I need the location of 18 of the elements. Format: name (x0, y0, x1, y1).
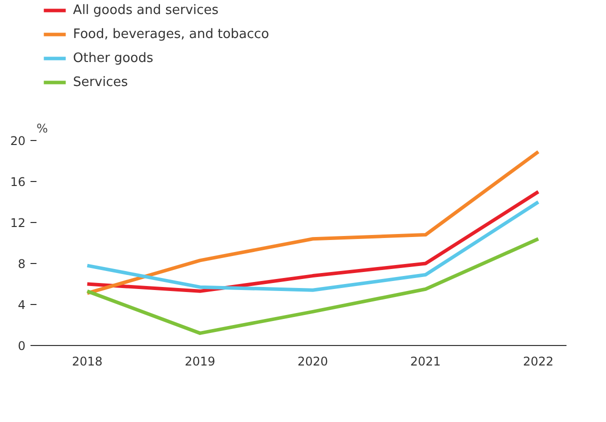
y-tick-label: 8 (18, 257, 26, 271)
x-tick-label: 2018 (72, 354, 103, 368)
x-tick-label: 2021 (410, 354, 441, 368)
x-tick-label: 2019 (184, 354, 216, 368)
x-tick-label: 2022 (523, 354, 554, 368)
legend-label: All goods and services (73, 3, 219, 18)
line-series (85, 150, 540, 295)
y-tick-label: 0 (18, 339, 26, 353)
x-tick-label: 2020 (298, 354, 328, 368)
line-series (85, 237, 540, 335)
y-tick-label: 16 (10, 175, 26, 189)
y-tick-label: 12 (10, 216, 26, 230)
y-tick-label: 20 (10, 134, 26, 148)
legend-label: Other goods (73, 51, 154, 66)
legend-label: Food, beverages, and tobacco (73, 27, 270, 42)
legend-label: Services (73, 75, 128, 90)
y-axis-title: % (36, 122, 48, 136)
y-tick-label: 4 (18, 298, 26, 312)
